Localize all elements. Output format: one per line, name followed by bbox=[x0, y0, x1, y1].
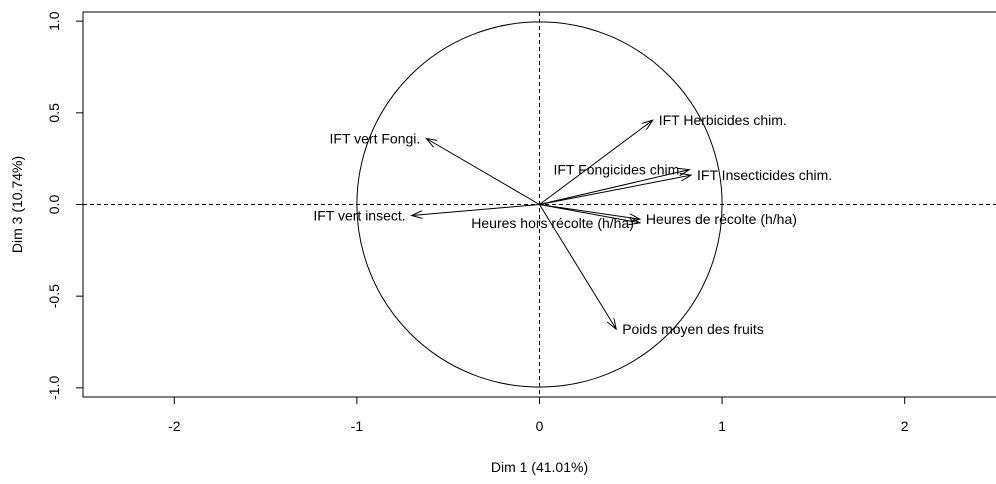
variable-label: IFT vert Fongi. bbox=[330, 131, 421, 147]
y-tick-label: 1.0 bbox=[46, 11, 62, 31]
axes: -2 -1 0 1 2 -1.0 -0.5 0.0 0.5 1.0 bbox=[46, 11, 909, 434]
variable-label: IFT vert insect. bbox=[313, 208, 405, 224]
y-tick-label: -1.0 bbox=[46, 376, 62, 400]
variable-arrow bbox=[539, 204, 640, 220]
x-tick-label: 2 bbox=[901, 418, 909, 434]
y-tick-label: -0.5 bbox=[46, 284, 62, 308]
variable-arrow bbox=[539, 204, 640, 223]
x-tick-label: 1 bbox=[718, 418, 726, 434]
x-tick-label: 0 bbox=[536, 418, 544, 434]
variable-arrow bbox=[539, 204, 617, 330]
variable-arrow bbox=[426, 139, 540, 205]
y-axis-label: Dim 3 (10.74%) bbox=[9, 156, 25, 253]
variable-label: IFT Herbicides chim. bbox=[659, 112, 787, 128]
x-axis-label: Dim 1 (41.01%) bbox=[491, 459, 588, 475]
x-tick-label: -1 bbox=[351, 418, 364, 434]
variable-arrow bbox=[539, 170, 690, 205]
variable-arrow bbox=[539, 175, 692, 205]
variable-label: IFT Insecticides chim. bbox=[697, 167, 832, 183]
variable-label: Heures de récolte (h/ha) bbox=[646, 211, 797, 227]
x-tick-label: -2 bbox=[168, 418, 181, 434]
variable-label: IFT Fongicides chim. bbox=[554, 162, 684, 178]
variable-arrow bbox=[412, 204, 540, 216]
variable-arrow bbox=[539, 120, 653, 205]
variable-arrows: IFT Herbicides chim. IFT vert Fongi. IFT F… bbox=[313, 112, 832, 337]
variable-label: Poids moyen des fruits bbox=[622, 321, 764, 337]
y-tick-label: 0.5 bbox=[46, 103, 62, 123]
y-tick-label: 0.0 bbox=[46, 195, 62, 215]
variable-label: Heures hors récolte (h/ha) bbox=[471, 215, 634, 231]
